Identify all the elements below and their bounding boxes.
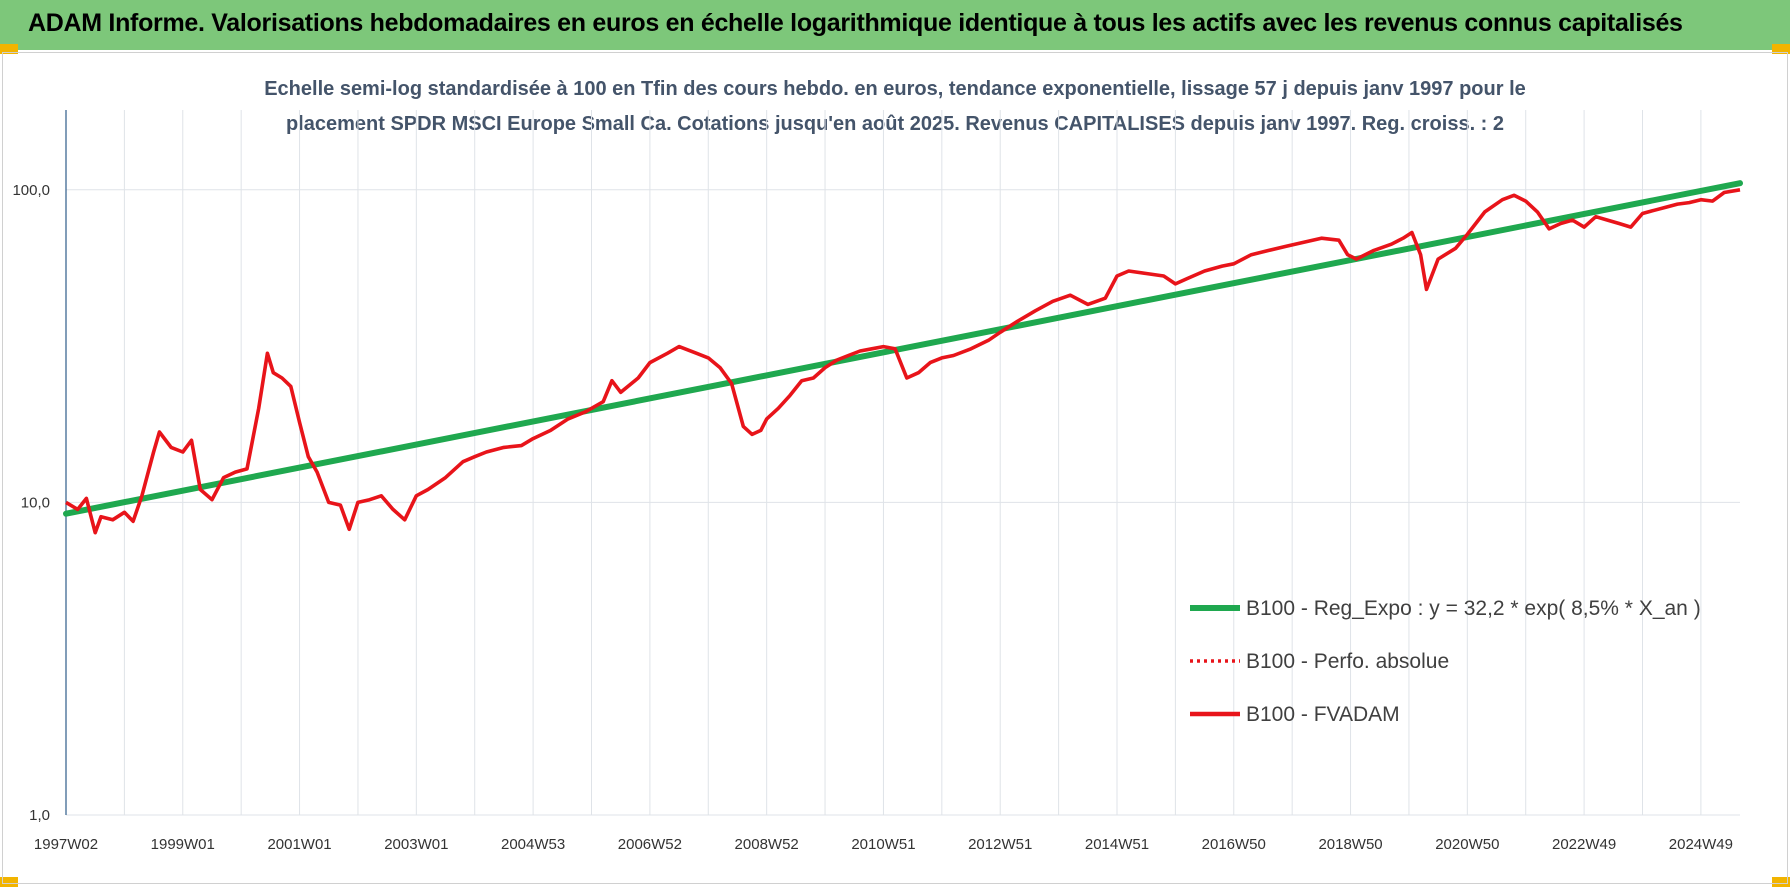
series-reg-expo-line [63,180,1743,517]
x-tick-label: 2024W49 [1669,836,1733,853]
x-tick-label: 2004W53 [501,836,565,853]
corner-marker-bottom-right [1772,877,1790,887]
x-tick-label: 2012W51 [968,836,1032,853]
y-tick-label: 100,0 [12,182,50,199]
x-tick-label: 1997W02 [34,836,98,853]
x-tick-label: 2010W51 [851,836,915,853]
legend-label: B100 - Reg_Expo : y = 32,2 * exp( 8,5% *… [1246,597,1701,620]
legend-label: B100 - Perfo. absolue [1246,650,1449,673]
y-tick-label: 10,0 [21,494,50,511]
x-tick-label: 1999W01 [151,836,215,853]
tick-labels: 1,0 10,0 100,0 1997W02 1999W01 2001W01 2003W01… [12,182,1733,853]
x-tick-label: 2020W50 [1435,836,1499,853]
x-tick-label: 2022W49 [1552,836,1616,853]
x-tick-label: 2001W01 [267,836,331,853]
chart-title-line2: placement SPDR MSCI Europe Small Ca. Cot… [285,113,1505,135]
chart-frame [2,52,1788,884]
legend: B100 - Reg_Expo : y = 32,2 * exp( 8,5% *… [1190,597,1701,726]
x-tick-label: 2016W50 [1202,836,1266,853]
chart-title-line1: Echelle semi-log standardisée à 100 en T… [264,78,1526,100]
legend-label: B100 - FVADAM [1246,703,1400,726]
x-tick-label: 2014W51 [1085,836,1149,853]
plot-area [63,180,1743,535]
title-banner: ADAM Informe. Valorisations hebdomadaire… [0,0,1790,50]
x-tick-label: 2003W01 [384,836,448,853]
corner-marker-bottom-left [0,877,18,887]
corner-marker-left [0,44,18,54]
y-tick-label: 1,0 [29,807,50,824]
corner-marker-right [1772,44,1790,54]
x-tick-label: 2018W50 [1318,836,1382,853]
page-title: ADAM Informe. Valorisations hebdomadaire… [28,9,1683,37]
x-tick-label: 2006W52 [618,836,682,853]
series-fvadam-line [65,188,1741,535]
x-tick-label: 2008W52 [735,836,799,853]
